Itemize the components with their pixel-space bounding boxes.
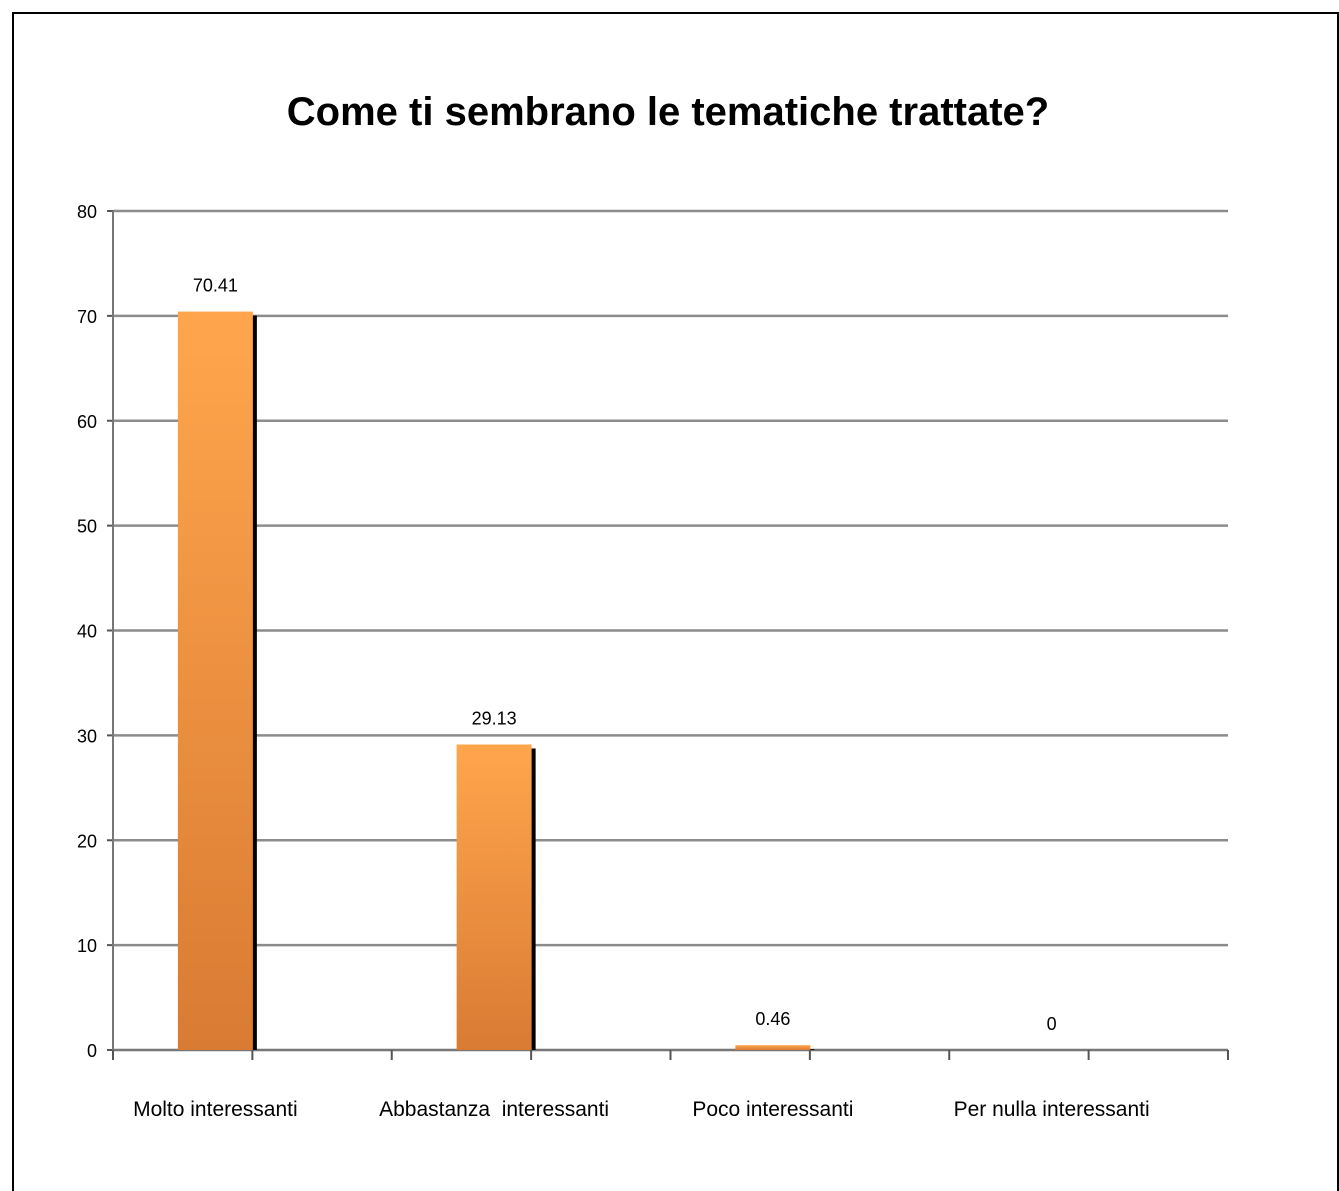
category-label: Molto interessanti: [133, 1098, 298, 1121]
bar: [456, 744, 532, 1050]
data-label: 70.41: [193, 276, 238, 296]
bar: [177, 311, 253, 1050]
data-label: 29.13: [472, 708, 517, 728]
bars: [177, 311, 815, 1050]
y-tick-label: 20: [77, 831, 97, 851]
chart-title: Come ti sembrano le tematiche trattate?: [287, 90, 1049, 134]
axes: 0 10 20 30 40 50 60 70 80: [77, 202, 1229, 1061]
data-label: 0: [1047, 1014, 1057, 1034]
y-tick-label: 70: [77, 307, 97, 327]
y-tick-label: 60: [77, 412, 97, 432]
labels: 70.41 Molto interessanti 29.13 Abbastanza i…: [133, 276, 1150, 1121]
category-label: Abbastanza interessanti: [379, 1098, 609, 1121]
y-tick-label: 30: [77, 726, 97, 746]
y-tick-label: 50: [77, 517, 97, 537]
bar: [735, 1045, 811, 1050]
gridlines: [113, 209, 1228, 947]
category-label: Per nulla interessanti: [954, 1098, 1150, 1121]
y-tick-label: 40: [77, 622, 97, 642]
data-label: 0.46: [755, 1009, 790, 1029]
category-label: Poco interessanti: [692, 1098, 853, 1121]
y-tick-label: 80: [77, 202, 97, 222]
chart-frame: [12, 12, 1339, 1191]
y-tick-label: 10: [77, 936, 97, 956]
y-tick-label: 0: [87, 1041, 97, 1061]
